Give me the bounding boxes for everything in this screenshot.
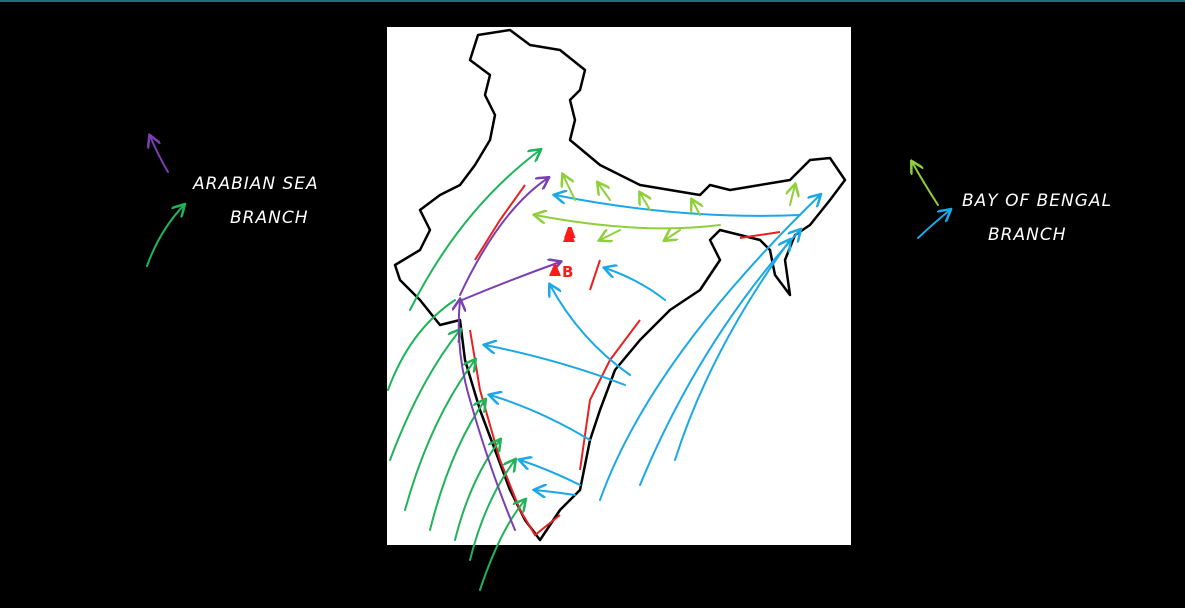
- india-outline: [393, 28, 847, 542]
- legend-bengal: BAY OF BENGAL BRANCH: [912, 162, 1112, 245]
- point-b-marker: [549, 262, 561, 276]
- bengal-branch-arrows: [485, 195, 820, 501]
- legend-text: BAY OF BENGAL: [962, 191, 1112, 211]
- point-a-marker: [563, 228, 575, 242]
- himalaya-arrows: [535, 175, 795, 240]
- legend-arabian: ARABIAN SEA BRANCH: [146, 136, 319, 267]
- legend-text: BRANCH: [230, 208, 308, 228]
- legend-text: BRANCH: [988, 225, 1066, 245]
- arabian-branch-arrows: [387, 150, 560, 591]
- top-border: [0, 0, 1185, 2]
- map-canvas: [387, 27, 851, 545]
- point-label: B: [562, 263, 573, 281]
- point-label: A: [564, 224, 576, 242]
- legend-text: ARABIAN SEA: [192, 174, 319, 194]
- ghats-lines: [469, 184, 781, 537]
